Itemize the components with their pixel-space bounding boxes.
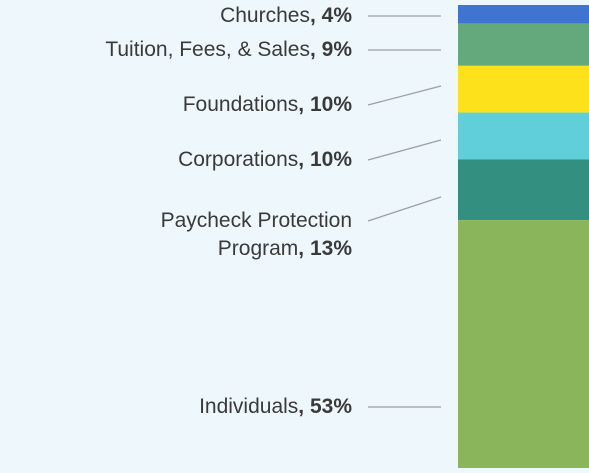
category-name: Churches — [220, 4, 310, 27]
bar-segment — [458, 159, 589, 221]
segment-label: Paycheck Protection Program, 13% — [92, 207, 352, 263]
segment-label: Individuals, 53% — [199, 393, 352, 421]
segment-label: Churches, 4% — [220, 2, 352, 30]
value-label: , 13% — [298, 237, 352, 260]
bar-segment — [458, 5, 589, 24]
category-name: Foundations — [182, 93, 299, 116]
bar-segment — [458, 23, 589, 66]
bar-segment — [458, 112, 589, 160]
value-label: , 9% — [309, 38, 352, 61]
segment-label: Foundations, 10% — [183, 91, 352, 119]
segment-label: Tuition, Fees, & Sales, 9% — [105, 36, 352, 64]
value-label: , 53% — [298, 395, 352, 418]
leader-line — [367, 139, 442, 161]
leader-line — [367, 196, 442, 222]
segment-label: Corporations, 10% — [178, 146, 352, 174]
category-name: Corporations — [178, 148, 299, 171]
category-name: Tuition, Fees, & Sales — [105, 38, 310, 61]
bar-segment — [458, 220, 589, 468]
bar-segment — [458, 65, 589, 113]
category-name: Paycheck Protection Program — [160, 209, 352, 260]
value-label: , 4% — [309, 4, 352, 27]
category-name: Individuals — [199, 395, 299, 418]
value-label: , 10% — [298, 148, 352, 171]
value-label: , 10% — [298, 93, 352, 116]
leader-line — [367, 85, 442, 106]
